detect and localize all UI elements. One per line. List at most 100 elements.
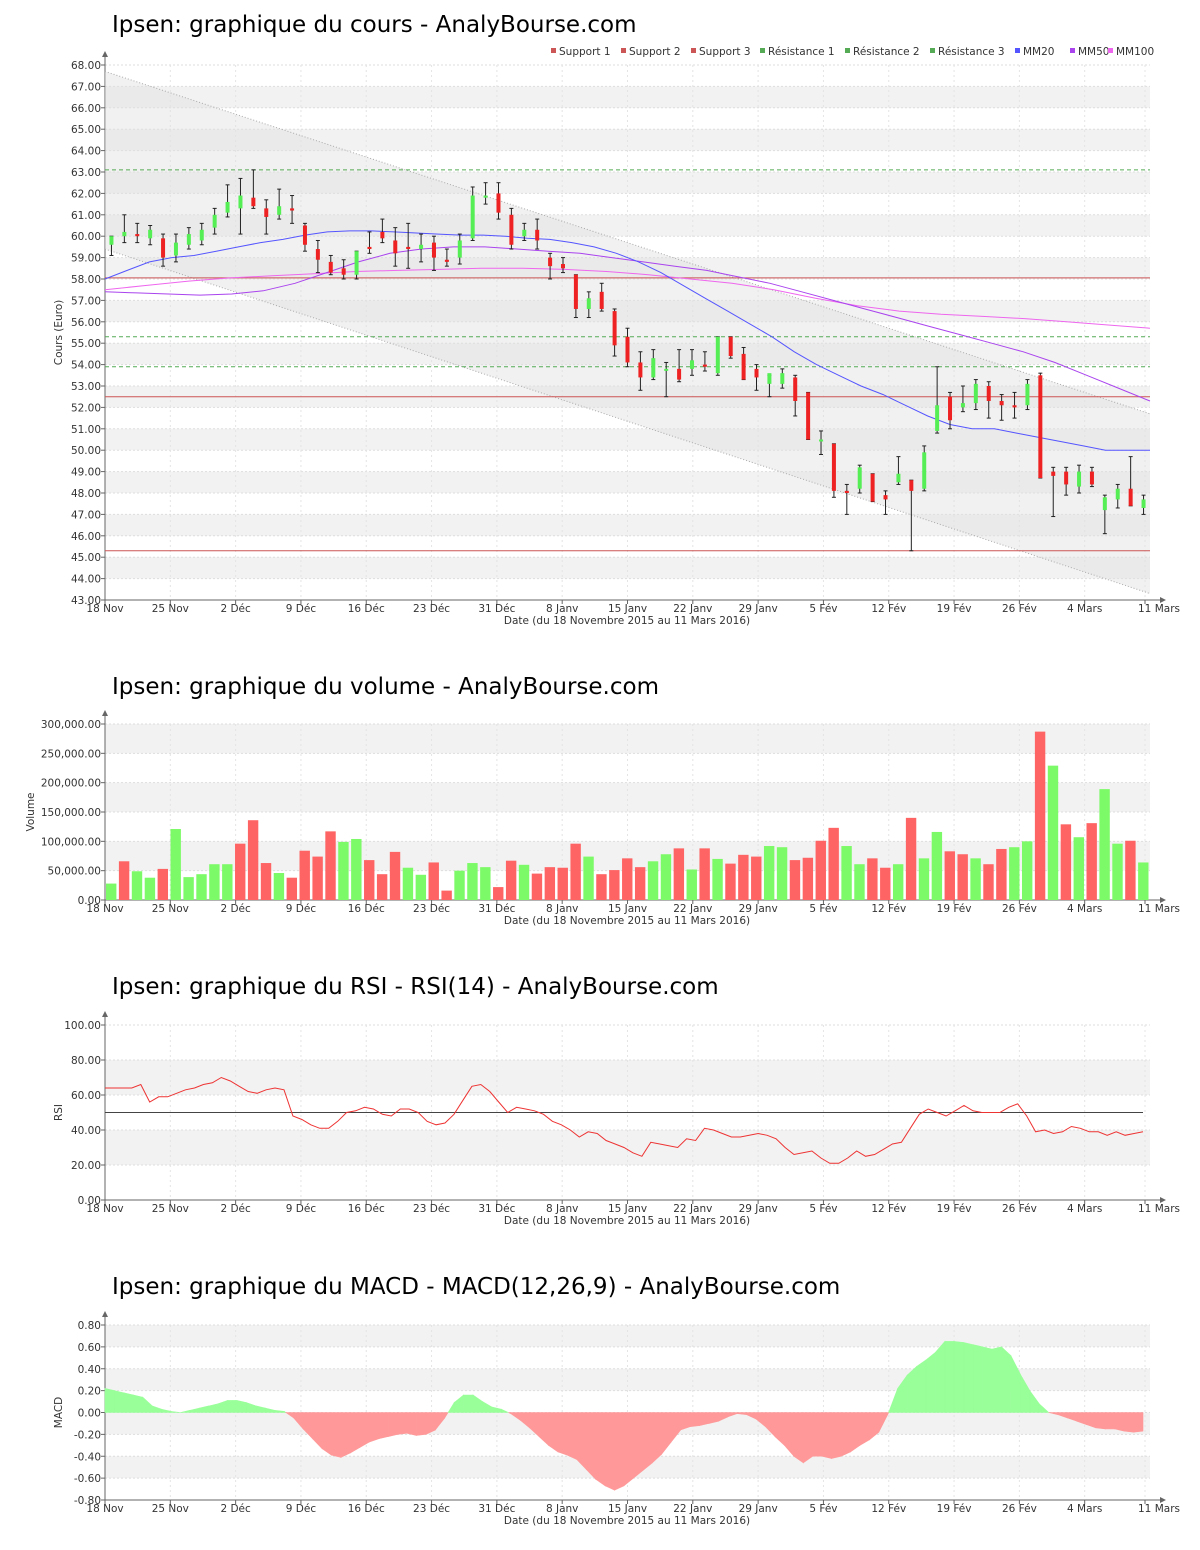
macd-area (491, 1406, 502, 1413)
candle-body (496, 193, 501, 213)
y-tick-label: 60.00 (71, 231, 101, 243)
macd-area (180, 1409, 191, 1413)
x-tick-label: 11 Mars (1138, 903, 1180, 915)
macd-area (1029, 1389, 1040, 1413)
y-axis-label: Volume (25, 792, 37, 831)
candle-body (973, 383, 978, 404)
candle-body (302, 225, 307, 245)
y-axis-label: Cours (Euro) (53, 300, 65, 366)
volume-bar (1086, 823, 1097, 900)
legend-label: MM50 (1078, 46, 1109, 58)
x-axis-label: Date (du 18 Novembre 2015 au 11 Mars 201… (504, 915, 750, 927)
volume-bar (170, 829, 181, 900)
candle-body (960, 403, 965, 408)
rsi-line (105, 1076, 1144, 1164)
volume-bar (286, 877, 298, 900)
macd-area (350, 1412, 361, 1454)
x-tick-label: 12 Fév (871, 903, 906, 915)
volume-bar (609, 870, 620, 900)
y-tick-label: 52.00 (71, 402, 101, 414)
macd-area (812, 1412, 823, 1457)
y-tick-label: -0.80 (74, 1495, 101, 1507)
y-tick-label: 66.00 (71, 103, 101, 115)
macd-area (576, 1412, 587, 1471)
x-tick-label: 15 Janv (608, 1203, 647, 1215)
macd-area (217, 1400, 228, 1413)
legend-label: MM100 (1116, 46, 1154, 58)
x-tick-label: 11 Mars (1138, 603, 1180, 615)
volume-bar (802, 857, 814, 900)
x-tick-label: 31 Déc (478, 903, 515, 915)
chart-title: Ipsen: graphique du cours - AnalyBourse.… (112, 12, 637, 38)
x-tick-label: 19 Fév (937, 603, 972, 615)
legend-swatch (691, 48, 696, 53)
candle-body (483, 195, 488, 198)
volume-bar (312, 856, 323, 900)
macd-area (170, 1411, 181, 1413)
macd-area (378, 1412, 389, 1440)
candle-body (406, 246, 411, 250)
x-tick-label: 8 Janv (546, 903, 578, 915)
candle-body (806, 392, 811, 440)
volume-bar (144, 877, 156, 900)
y-tick-label: 0.60 (78, 1342, 101, 1354)
x-tick-label: 29 Janv (739, 1203, 778, 1215)
x-axis-arrow (1160, 597, 1166, 603)
legend-label: Résistance 1 (768, 46, 835, 58)
volume-bar (596, 874, 607, 900)
y-tick-label: 0.20 (78, 1386, 101, 1398)
macd-area (104, 1388, 115, 1413)
macd-area (114, 1390, 125, 1413)
macd-area (831, 1412, 842, 1459)
macd-area (953, 1341, 965, 1413)
x-tick-label: 25 Nov (152, 1203, 189, 1215)
candle-body (341, 268, 346, 275)
volume-bar (131, 871, 143, 900)
x-tick-label: 11 Mars (1138, 1503, 1180, 1515)
volume-bar (544, 867, 556, 900)
candle-body (677, 368, 682, 380)
volume-bar (931, 831, 943, 900)
candle-body (522, 229, 527, 237)
channel-upper-line (104, 70, 1151, 415)
y-tick-label: 49.00 (71, 467, 101, 479)
legend-swatch (845, 48, 850, 53)
volume-bar (996, 848, 1007, 900)
macd-area (925, 1351, 936, 1413)
candle-body (883, 495, 888, 500)
volume-bar (660, 854, 672, 900)
candle-body (1089, 471, 1094, 485)
macd-area (482, 1401, 493, 1413)
x-axis-label: Date (du 18 Novembre 2015 au 11 Mars 201… (504, 1215, 750, 1227)
candle-body (612, 311, 617, 346)
volume-bar (518, 864, 530, 900)
x-tick-label: 16 Déc (348, 1203, 385, 1215)
volume-bar (738, 854, 749, 900)
macd-area (642, 1412, 653, 1472)
macd-area (623, 1412, 634, 1487)
legend-swatch (621, 48, 626, 53)
candle-body (1077, 471, 1082, 487)
volume-bar (776, 847, 788, 900)
x-tick-label: 22 Janv (673, 603, 712, 615)
volume-bar (247, 820, 259, 900)
volume-bar (763, 846, 775, 900)
y-tick-label: 100,000.00 (41, 836, 101, 848)
y-tick-label: 80.00 (71, 1055, 101, 1067)
x-tick-label: 5 Fév (809, 903, 837, 915)
volume-bar (531, 873, 543, 900)
candle-body (844, 490, 849, 493)
x-tick-label: 29 Janv (739, 1503, 778, 1515)
macd-area (444, 1412, 449, 1420)
x-tick-label: 15 Janv (608, 903, 647, 915)
x-tick-label: 8 Janv (546, 1203, 578, 1215)
y-tick-label: 55.00 (71, 338, 101, 350)
candle-body (431, 242, 436, 258)
candle-body (728, 336, 733, 357)
y-tick-label: 59.00 (71, 253, 101, 265)
volume-bar (725, 863, 736, 900)
candle-body (290, 208, 295, 211)
grid-band (105, 257, 1150, 279)
candle-body (122, 231, 127, 237)
candle-body (354, 251, 359, 275)
